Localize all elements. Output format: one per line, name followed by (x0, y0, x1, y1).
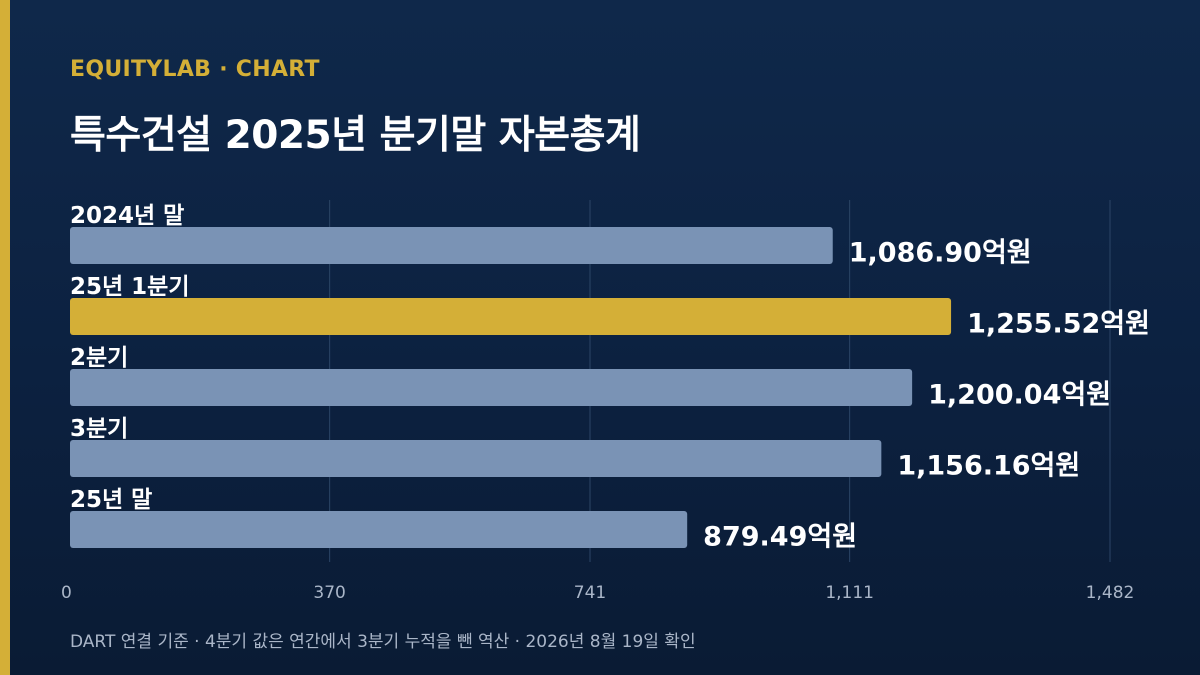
x-tick-label: 1,482 (1086, 583, 1135, 603)
value-label: 1,200.04억원 (928, 380, 1111, 411)
bar (70, 298, 952, 335)
x-tick-label: 0 (61, 583, 72, 603)
brand-label: EQUITYLAB · CHART (70, 57, 320, 82)
category-label: 2분기 (70, 345, 128, 371)
category-label: 2024년 말 (70, 203, 184, 229)
category-label: 25년 1분기 (70, 274, 190, 300)
value-label: 1,255.52억원 (967, 309, 1150, 340)
x-tick-label: 1,111 (825, 583, 874, 603)
category-label: 25년 말 (70, 487, 152, 513)
bar (70, 440, 882, 477)
value-label: 1,156.16억원 (897, 451, 1080, 482)
bars: 2024년 말 1,086.90억원 25년 1분기 1,255.52억원 2분기 1,2… (70, 203, 1150, 553)
accent-stripe (0, 0, 10, 675)
x-tick-label: 370 (313, 583, 345, 603)
footnote: DART 연결 기준 · 4분기 값은 연간에서 3분기 누적을 뺀 역산 · … (70, 632, 696, 652)
x-axis-ticks: 0 370 741 1,111 1,482 (61, 583, 1134, 603)
value-label: 1,086.90억원 (849, 238, 1032, 269)
x-tick-label: 741 (574, 583, 606, 603)
bar (70, 511, 688, 548)
value-label: 879.49억원 (703, 522, 857, 553)
bar (70, 227, 833, 264)
category-label: 3분기 (70, 416, 128, 442)
bar (70, 369, 913, 406)
chart-title: 특수건설 2025년 분기말 자본총계 (70, 113, 641, 158)
